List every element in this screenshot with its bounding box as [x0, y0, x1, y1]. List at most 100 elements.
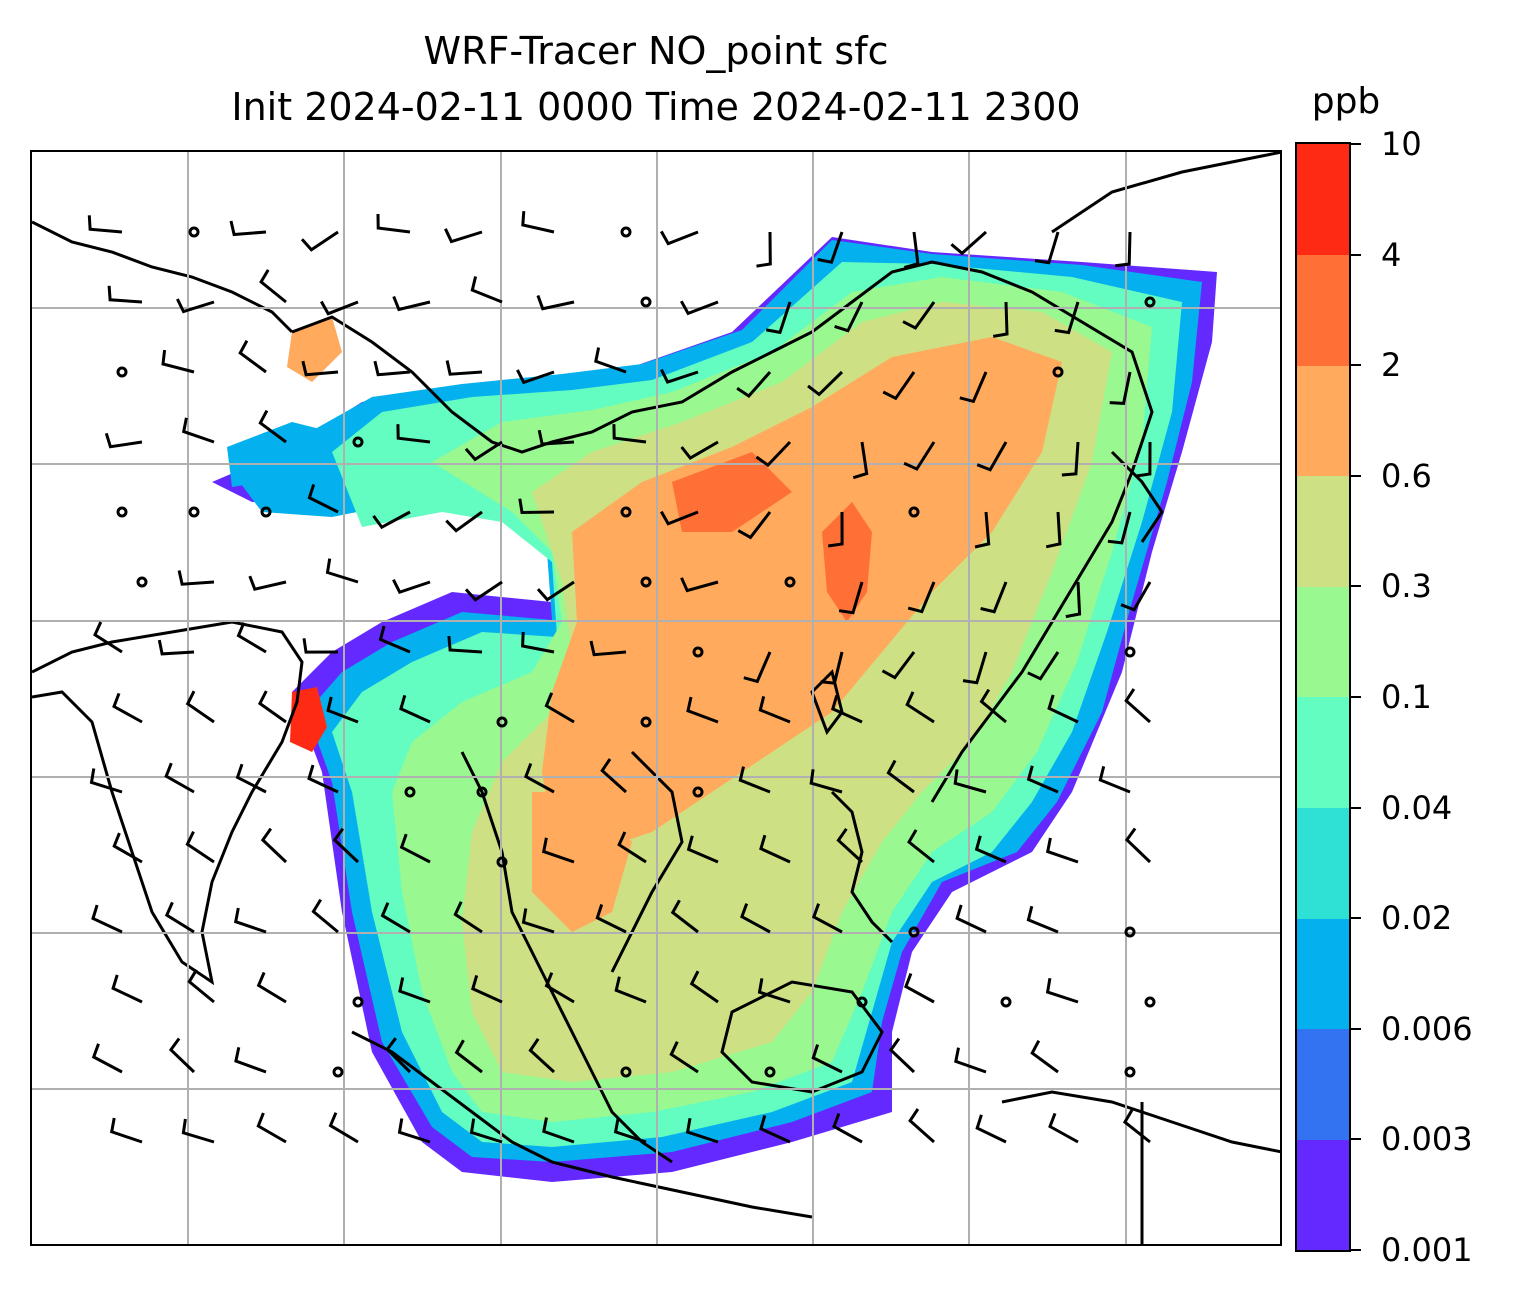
calm-wind-marker: [856, 996, 868, 1008]
wind-barb: [904, 231, 920, 269]
calm-wind-marker: [640, 296, 652, 308]
wind-barb: [311, 898, 339, 934]
calm-wind-marker: [908, 506, 920, 518]
wind-barb: [372, 510, 411, 530]
wind-barb: [453, 901, 483, 934]
wind-barb: [464, 440, 503, 462]
colorbar-tick: [1351, 253, 1361, 256]
wind-barb: [229, 220, 267, 237]
colorbar-segment: [1297, 807, 1349, 919]
colorbar-tick-label: 2: [1381, 346, 1402, 385]
wind-barb: [617, 831, 647, 864]
wind-barb: [112, 692, 143, 724]
concentration-field: [212, 237, 1217, 1182]
plume-core-2: [672, 452, 792, 532]
wind-barb: [521, 908, 555, 934]
wind-barb: [168, 1037, 196, 1074]
wind-barb: [256, 1112, 287, 1144]
wind-barb: [765, 301, 792, 335]
wind-barb: [524, 762, 555, 794]
wind-barb: [307, 764, 339, 794]
wind-barb: [380, 902, 411, 934]
plume-west-hot: [290, 687, 327, 752]
plume-orange: [542, 337, 1062, 852]
wind-barb: [757, 978, 791, 1004]
wind-barb: [1026, 765, 1059, 794]
wind-barb: [376, 213, 411, 234]
wind-barb: [248, 575, 287, 591]
wind-barb: [809, 769, 843, 794]
calm-wind-marker: [1144, 996, 1156, 1008]
wind-barb: [881, 651, 916, 680]
wind-barb: [659, 510, 699, 526]
wind-barb: [257, 690, 287, 724]
calm-wind-marker: [620, 226, 632, 238]
wind-barb: [755, 440, 792, 468]
wind-barb: [259, 269, 287, 304]
wind-barb: [301, 360, 339, 377]
wind-barb: [89, 768, 123, 794]
wind-barb: [738, 766, 771, 794]
wind-barb: [176, 298, 215, 314]
colorbar-segment: [1297, 475, 1349, 587]
wind-barb: [955, 904, 987, 934]
calm-wind-marker: [1124, 1066, 1136, 1078]
colorbar-unit-label: ppb: [1311, 81, 1381, 122]
wind-barb: [962, 651, 988, 685]
wind-barb: [1065, 581, 1082, 619]
calm-wind-marker: [496, 856, 508, 868]
wind-barb: [233, 907, 267, 934]
colorbar-tick-label: 0.001: [1381, 1231, 1473, 1269]
colorbar-tick: [1351, 1027, 1361, 1030]
coastline-india-north: [32, 220, 294, 334]
wind-barb: [161, 349, 195, 374]
wind-barb: [91, 1043, 123, 1074]
wind-barb: [177, 570, 215, 586]
wind-barb: [1122, 1109, 1151, 1144]
wind-barb: [836, 827, 864, 864]
coastlines: [32, 152, 1280, 1244]
wind-barb: [445, 510, 483, 533]
wind-barb: [164, 762, 195, 794]
wind-barb: [959, 371, 988, 404]
wind-barb: [759, 834, 791, 864]
wind-barb: [107, 285, 143, 304]
coastline-sumatra: [351, 1030, 553, 1164]
wind-barb: [181, 417, 215, 444]
wind-barb: [447, 635, 483, 654]
wind-barb: [521, 210, 555, 234]
calm-wind-marker: [352, 436, 364, 448]
colorbar-segment: [1297, 918, 1349, 1030]
coastline-china: [291, 260, 1154, 803]
wind-barb: [679, 300, 719, 316]
colorbar-tick: [1351, 806, 1361, 809]
wind-barb: [817, 231, 844, 264]
calm-wind-marker: [640, 716, 652, 728]
wind-barb: [659, 230, 699, 246]
calm-wind-marker: [260, 506, 272, 518]
colorbar-segment: [1297, 254, 1349, 366]
wind-barb: [537, 429, 575, 446]
plume-west-blue: [227, 422, 332, 487]
wind-barb: [528, 1037, 556, 1074]
wind-barb: [904, 972, 935, 1004]
wind-barb: [830, 694, 863, 724]
wind-barb: [594, 347, 627, 374]
calm-wind-marker: [692, 646, 704, 658]
wind-barb: [660, 368, 699, 384]
colorbar-segment: [1297, 365, 1349, 477]
wind-barb: [740, 903, 771, 934]
map-canvas: [32, 152, 1280, 1244]
wind-barb: [1124, 688, 1152, 724]
wind-barb: [536, 294, 575, 311]
wind-barb: [756, 231, 772, 268]
colorbar-tick-label: 0.04: [1381, 788, 1453, 827]
calm-wind-marker: [116, 366, 128, 378]
wind-barb: [686, 835, 719, 864]
calm-wind-marker: [188, 226, 200, 238]
wind-barb: [736, 371, 772, 398]
wind-barb: [104, 432, 143, 449]
wind-barb: [670, 899, 699, 934]
wind-barb: [541, 837, 575, 864]
wind-barb: [326, 696, 359, 724]
